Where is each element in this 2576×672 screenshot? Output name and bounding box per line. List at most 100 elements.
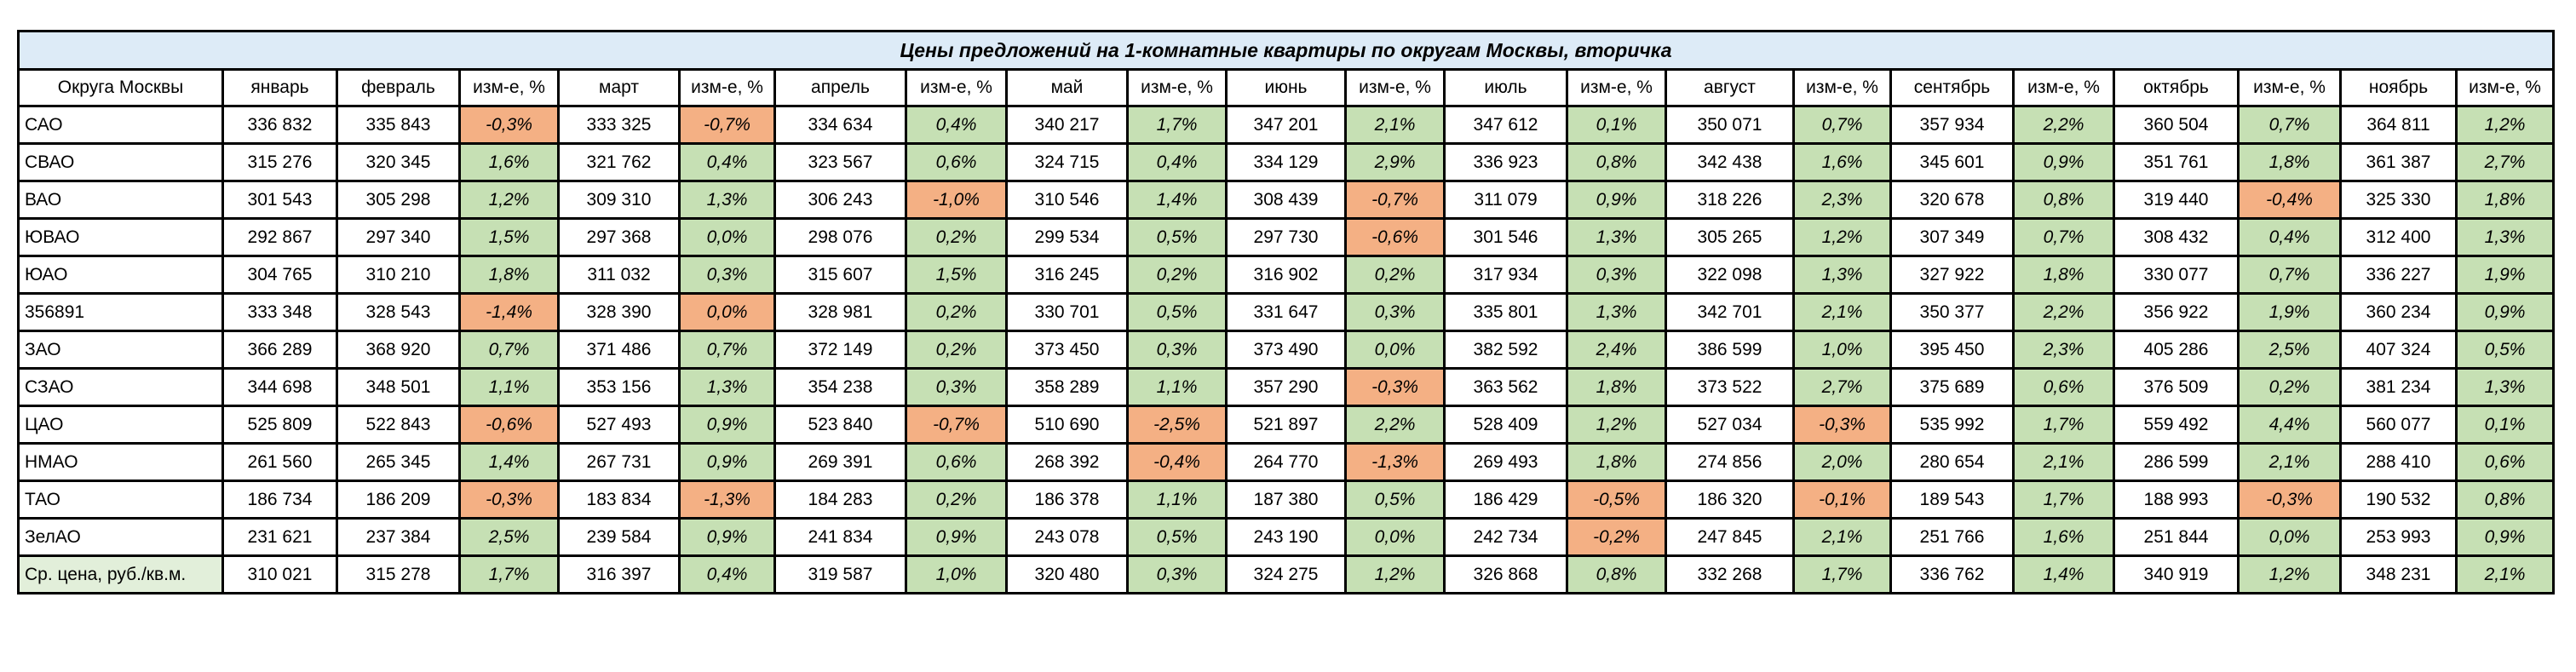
- price-cell[interactable]: 356 922: [2113, 292, 2240, 332]
- price-cell[interactable]: 301 543: [221, 180, 338, 220]
- change-pct-negative-cell[interactable]: -0,5%: [1566, 480, 1667, 520]
- price-cell[interactable]: 253 993: [2339, 517, 2458, 557]
- change-pct-negative-cell[interactable]: -0,4%: [1126, 442, 1228, 482]
- change-pct-positive-cell[interactable]: 2,2%: [1344, 405, 1446, 445]
- change-pct-positive-cell[interactable]: 0,2%: [1344, 255, 1446, 295]
- change-pct-positive-cell[interactable]: 2,5%: [2237, 330, 2342, 370]
- price-cell[interactable]: 186 429: [1443, 480, 1568, 520]
- change-pct-positive-cell[interactable]: 1,1%: [458, 367, 560, 407]
- price-cell[interactable]: 347 201: [1225, 105, 1347, 145]
- change-pct-positive-cell[interactable]: 2,1%: [2012, 442, 2115, 482]
- price-cell[interactable]: 297 730: [1225, 217, 1347, 257]
- price-cell[interactable]: 336 227: [2339, 255, 2458, 295]
- price-cell[interactable]: 186 734: [221, 480, 338, 520]
- district-name-cell[interactable]: ТАО: [17, 480, 224, 520]
- price-cell[interactable]: 311 079: [1443, 180, 1568, 220]
- price-cell[interactable]: 523 840: [773, 405, 907, 445]
- change-pct-positive-cell[interactable]: 2,7%: [2455, 142, 2555, 182]
- price-cell[interactable]: 407 324: [2339, 330, 2458, 370]
- price-cell[interactable]: 373 490: [1225, 330, 1347, 370]
- price-cell[interactable]: 305 298: [336, 180, 461, 220]
- change-pct-negative-cell[interactable]: -2,5%: [1126, 405, 1228, 445]
- district-name-cell[interactable]: 356891: [17, 292, 224, 332]
- change-pct-positive-cell[interactable]: 1,8%: [1566, 442, 1667, 482]
- change-pct-positive-cell[interactable]: 1,4%: [2012, 554, 2115, 594]
- price-cell[interactable]: 335 843: [336, 105, 461, 145]
- district-name-cell[interactable]: СЗАО: [17, 367, 224, 407]
- change-pct-positive-cell[interactable]: 2,7%: [1792, 367, 1892, 407]
- change-pct-positive-cell[interactable]: 2,4%: [1566, 330, 1667, 370]
- change-pct-positive-cell[interactable]: 2,1%: [2455, 554, 2555, 594]
- price-cell[interactable]: 286 599: [2113, 442, 2240, 482]
- change-pct-positive-cell[interactable]: 1,8%: [2012, 255, 2115, 295]
- price-cell[interactable]: 318 226: [1665, 180, 1795, 220]
- price-cell[interactable]: 353 156: [557, 367, 681, 407]
- price-cell[interactable]: 366 289: [221, 330, 338, 370]
- header-month[interactable]: февраль: [336, 68, 461, 107]
- change-pct-positive-cell[interactable]: 1,1%: [1126, 480, 1228, 520]
- district-name-cell[interactable]: ВАО: [17, 180, 224, 220]
- change-pct-positive-cell[interactable]: 0,3%: [678, 255, 776, 295]
- change-pct-negative-cell[interactable]: -1,4%: [458, 292, 560, 332]
- price-cell[interactable]: 342 438: [1665, 142, 1795, 182]
- price-cell[interactable]: 243 078: [1005, 517, 1129, 557]
- price-cell[interactable]: 368 920: [336, 330, 461, 370]
- district-name-cell[interactable]: СВАО: [17, 142, 224, 182]
- price-cell[interactable]: 305 265: [1665, 217, 1795, 257]
- price-cell[interactable]: 376 509: [2113, 367, 2240, 407]
- price-cell[interactable]: 381 234: [2339, 367, 2458, 407]
- change-pct-positive-cell[interactable]: 0,3%: [1344, 292, 1446, 332]
- change-pct-positive-cell[interactable]: 1,8%: [2455, 180, 2555, 220]
- change-pct-positive-cell[interactable]: 2,2%: [2012, 105, 2115, 145]
- change-pct-positive-cell[interactable]: 0,6%: [2455, 442, 2555, 482]
- price-cell[interactable]: 340 217: [1005, 105, 1129, 145]
- change-pct-positive-cell[interactable]: 1,3%: [2455, 217, 2555, 257]
- price-cell[interactable]: 231 621: [221, 517, 338, 557]
- change-pct-positive-cell[interactable]: 0,9%: [2012, 142, 2115, 182]
- price-cell[interactable]: 395 450: [1889, 330, 2015, 370]
- district-name-cell[interactable]: ЗелАО: [17, 517, 224, 557]
- change-pct-positive-cell[interactable]: 1,3%: [1566, 217, 1667, 257]
- change-pct-positive-cell[interactable]: 0,5%: [1344, 480, 1446, 520]
- header-month[interactable]: июнь: [1225, 68, 1347, 107]
- header-month[interactable]: ноябрь: [2339, 68, 2458, 107]
- change-pct-positive-cell[interactable]: 0,6%: [905, 442, 1008, 482]
- change-pct-positive-cell[interactable]: 0,2%: [905, 292, 1008, 332]
- price-cell[interactable]: 324 275: [1225, 554, 1347, 594]
- change-pct-positive-cell[interactable]: 1,4%: [1126, 180, 1228, 220]
- price-cell[interactable]: 373 450: [1005, 330, 1129, 370]
- price-cell[interactable]: 348 501: [336, 367, 461, 407]
- price-cell[interactable]: 351 761: [2113, 142, 2240, 182]
- price-cell[interactable]: 510 690: [1005, 405, 1129, 445]
- change-pct-positive-cell[interactable]: 1,2%: [1566, 405, 1667, 445]
- price-cell[interactable]: 345 601: [1889, 142, 2015, 182]
- price-cell[interactable]: 320 678: [1889, 180, 2015, 220]
- price-cell[interactable]: 261 560: [221, 442, 338, 482]
- header-change-pct[interactable]: изм-е, %: [905, 68, 1008, 107]
- price-cell[interactable]: 307 349: [1889, 217, 2015, 257]
- header-month[interactable]: май: [1005, 68, 1129, 107]
- header-change-pct[interactable]: изм-е, %: [1566, 68, 1667, 107]
- price-cell[interactable]: 308 432: [2113, 217, 2240, 257]
- price-cell[interactable]: 267 731: [557, 442, 681, 482]
- change-pct-positive-cell[interactable]: 0,8%: [2012, 180, 2115, 220]
- change-pct-positive-cell[interactable]: 0,0%: [1344, 330, 1446, 370]
- header-change-pct[interactable]: изм-е, %: [458, 68, 560, 107]
- price-cell[interactable]: 308 439: [1225, 180, 1347, 220]
- change-pct-positive-cell[interactable]: 0,5%: [1126, 292, 1228, 332]
- price-cell[interactable]: 316 902: [1225, 255, 1347, 295]
- change-pct-positive-cell[interactable]: 1,4%: [458, 442, 560, 482]
- change-pct-positive-cell[interactable]: 0,9%: [678, 517, 776, 557]
- price-cell[interactable]: 310 546: [1005, 180, 1129, 220]
- change-pct-positive-cell[interactable]: 0,0%: [678, 217, 776, 257]
- price-cell[interactable]: 269 493: [1443, 442, 1568, 482]
- change-pct-positive-cell[interactable]: 0,4%: [905, 105, 1008, 145]
- price-cell[interactable]: 328 390: [557, 292, 681, 332]
- change-pct-positive-cell[interactable]: 0,2%: [2237, 367, 2342, 407]
- change-pct-positive-cell[interactable]: 1,0%: [1792, 330, 1892, 370]
- change-pct-positive-cell[interactable]: 1,3%: [2455, 367, 2555, 407]
- price-cell[interactable]: 527 034: [1665, 405, 1795, 445]
- price-cell[interactable]: 188 993: [2113, 480, 2240, 520]
- change-pct-positive-cell[interactable]: 0,2%: [905, 480, 1008, 520]
- header-district[interactable]: Округа Москвы: [17, 68, 224, 107]
